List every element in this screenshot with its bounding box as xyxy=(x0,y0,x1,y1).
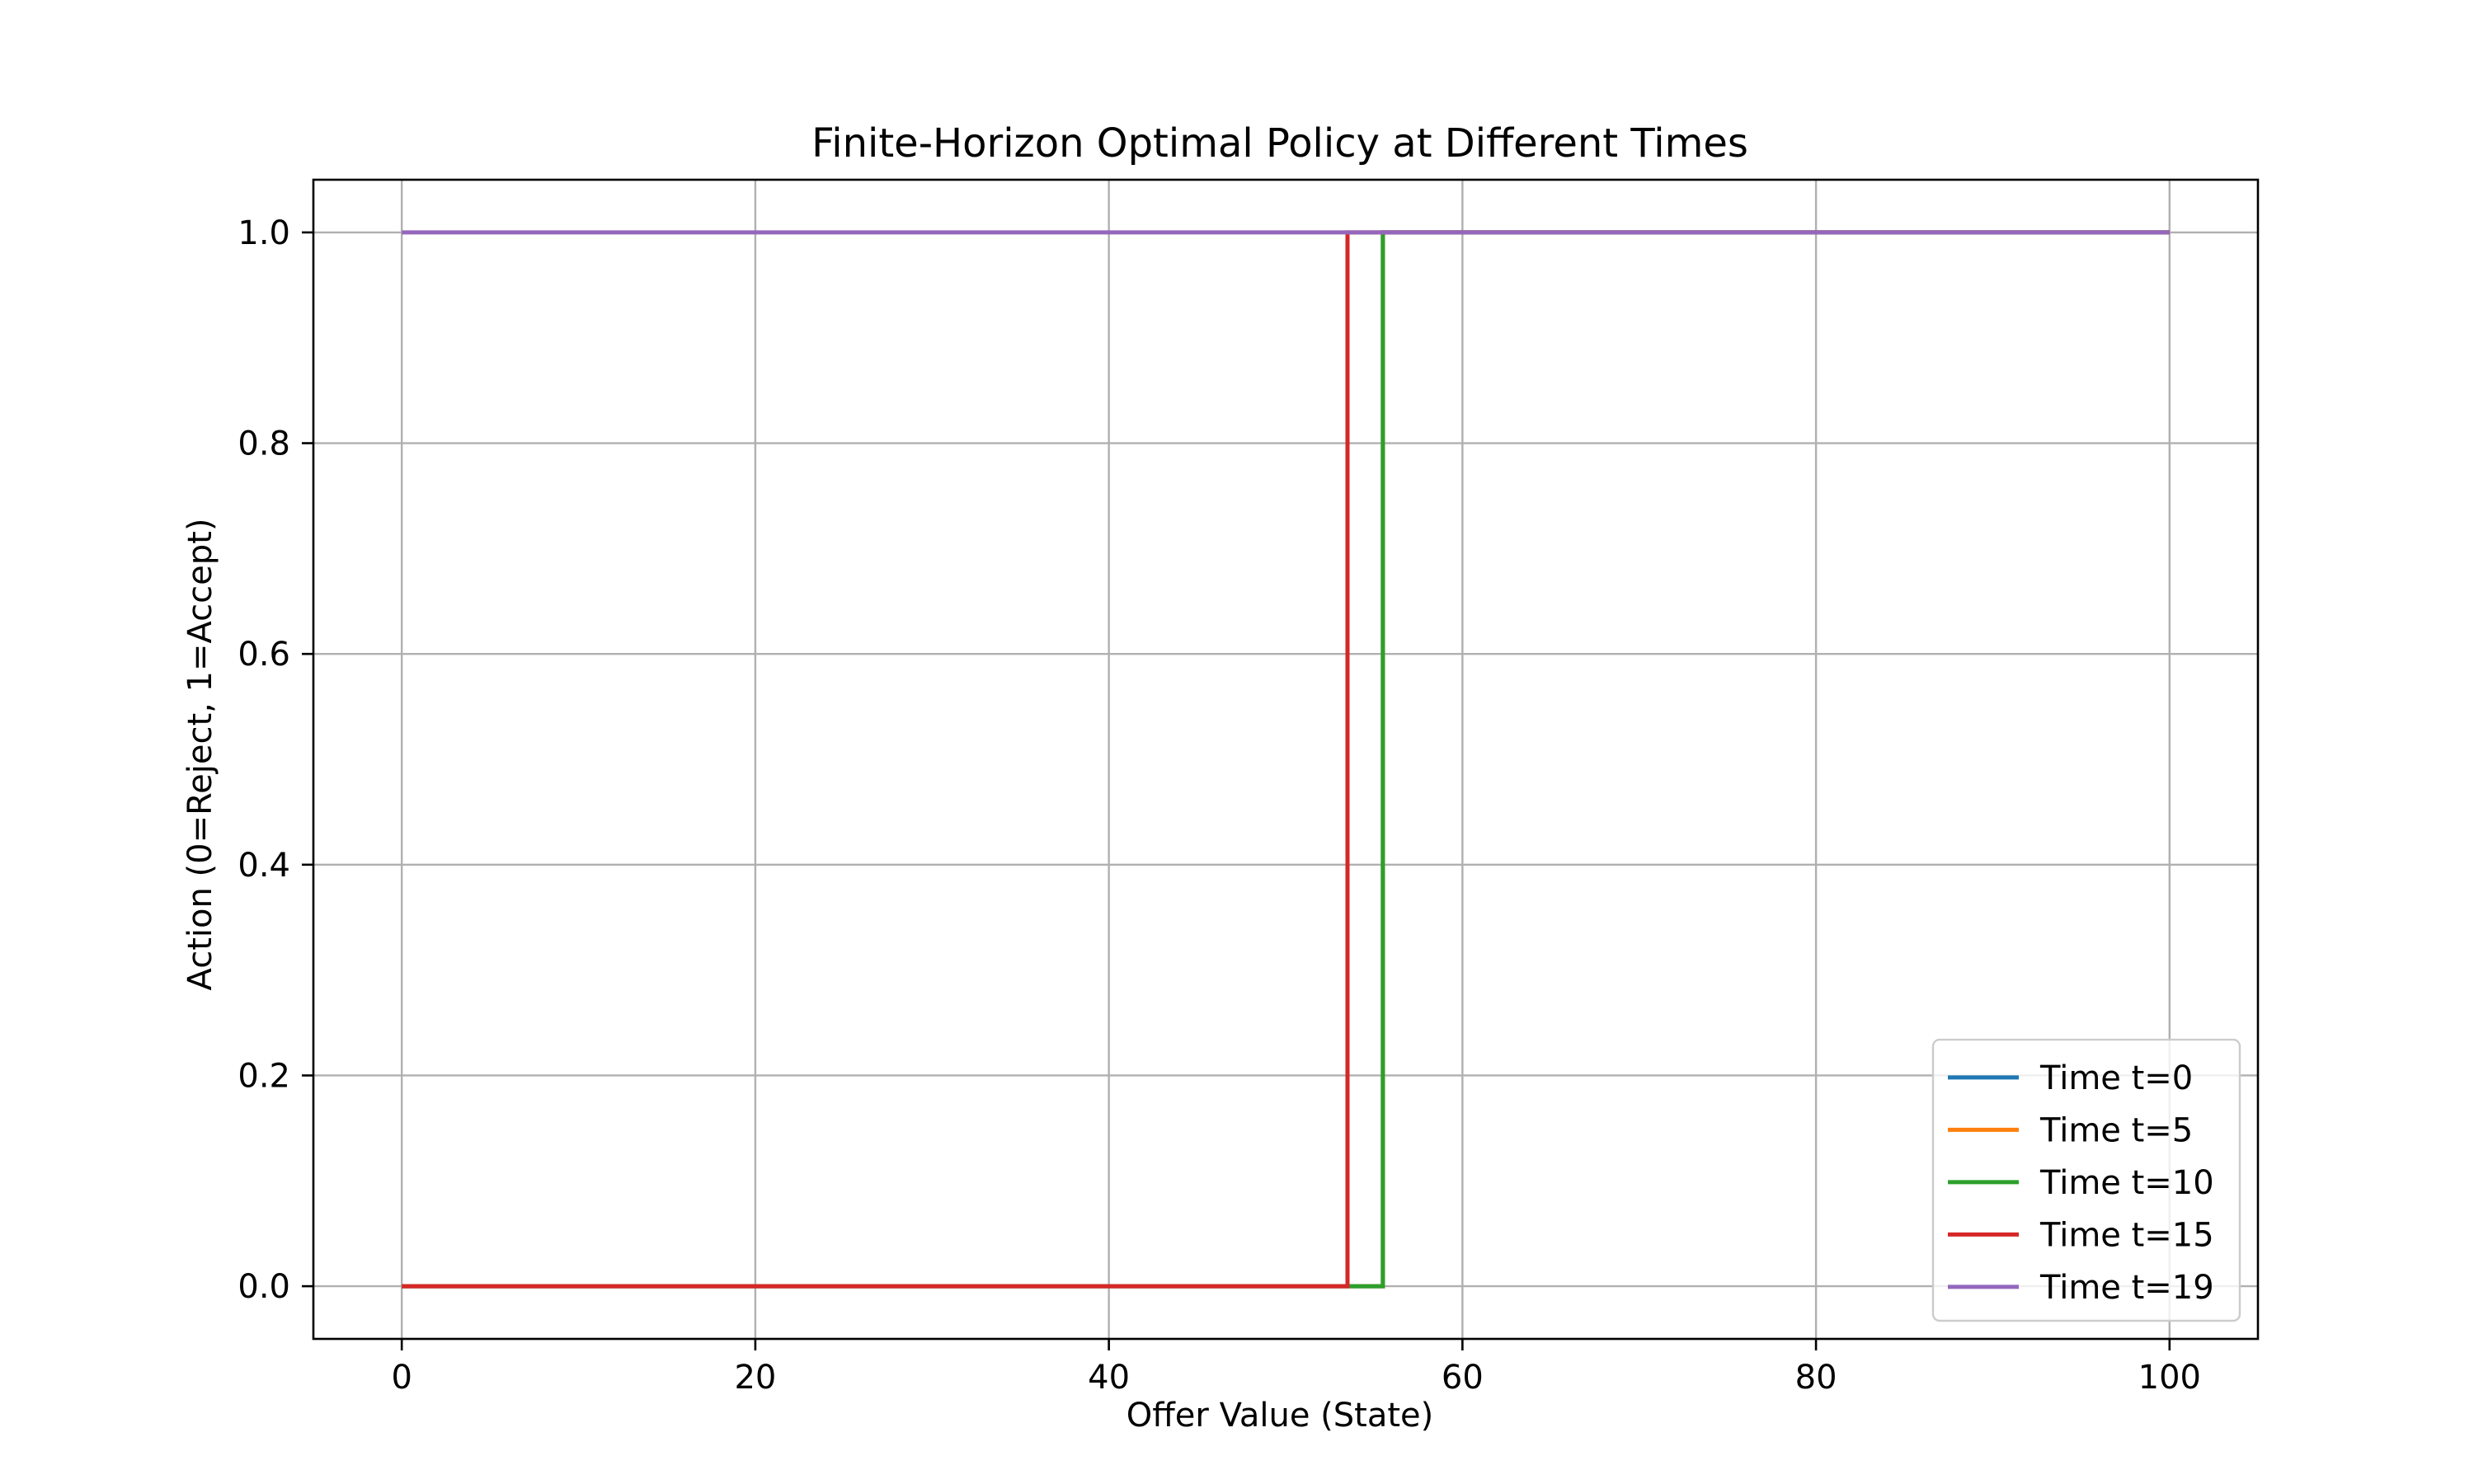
legend-label-0: Time t=0 xyxy=(2039,1059,2193,1097)
legend-label-4: Time t=19 xyxy=(2039,1269,2214,1307)
y-tick-label: 0.2 xyxy=(238,1057,290,1095)
y-tick-label: 0.4 xyxy=(238,847,290,885)
y-tick-label: 0.0 xyxy=(238,1268,290,1306)
x-tick-label: 60 xyxy=(1442,1359,1484,1397)
chart-title: Finite-Horizon Optimal Policy at Differe… xyxy=(811,120,1748,167)
y-tick-label: 0.6 xyxy=(238,636,290,674)
x-tick-label: 40 xyxy=(1088,1359,1130,1397)
legend-box xyxy=(1931,1038,2241,1322)
y-tick-label: 1.0 xyxy=(238,214,290,252)
axes-frame xyxy=(312,178,2260,1341)
legend-label-2: Time t=10 xyxy=(2039,1164,2214,1202)
plot-area: 0 20 40 60 80 100 0.0 0.2 0.4 0.6 0.8 1.0 xyxy=(238,178,2260,1397)
x-tick-label: 20 xyxy=(734,1359,776,1397)
y-tick-label: 0.8 xyxy=(238,425,290,463)
legend-label-1: Time t=5 xyxy=(2039,1111,2193,1149)
x-axis-label: Offer Value (State) xyxy=(1126,1397,1433,1435)
y-axis-label: Action (0=Reject, 1=Accept) xyxy=(181,519,219,991)
legend: Time t=0 Time t=5 Time t=10 Time t=15 Time t… xyxy=(1931,1038,2241,1322)
legend-label-3: Time t=15 xyxy=(2039,1216,2214,1254)
x-tick-label: 100 xyxy=(2138,1359,2201,1397)
x-tick-label: 80 xyxy=(1795,1359,1837,1397)
x-tick-label: 0 xyxy=(391,1359,412,1397)
